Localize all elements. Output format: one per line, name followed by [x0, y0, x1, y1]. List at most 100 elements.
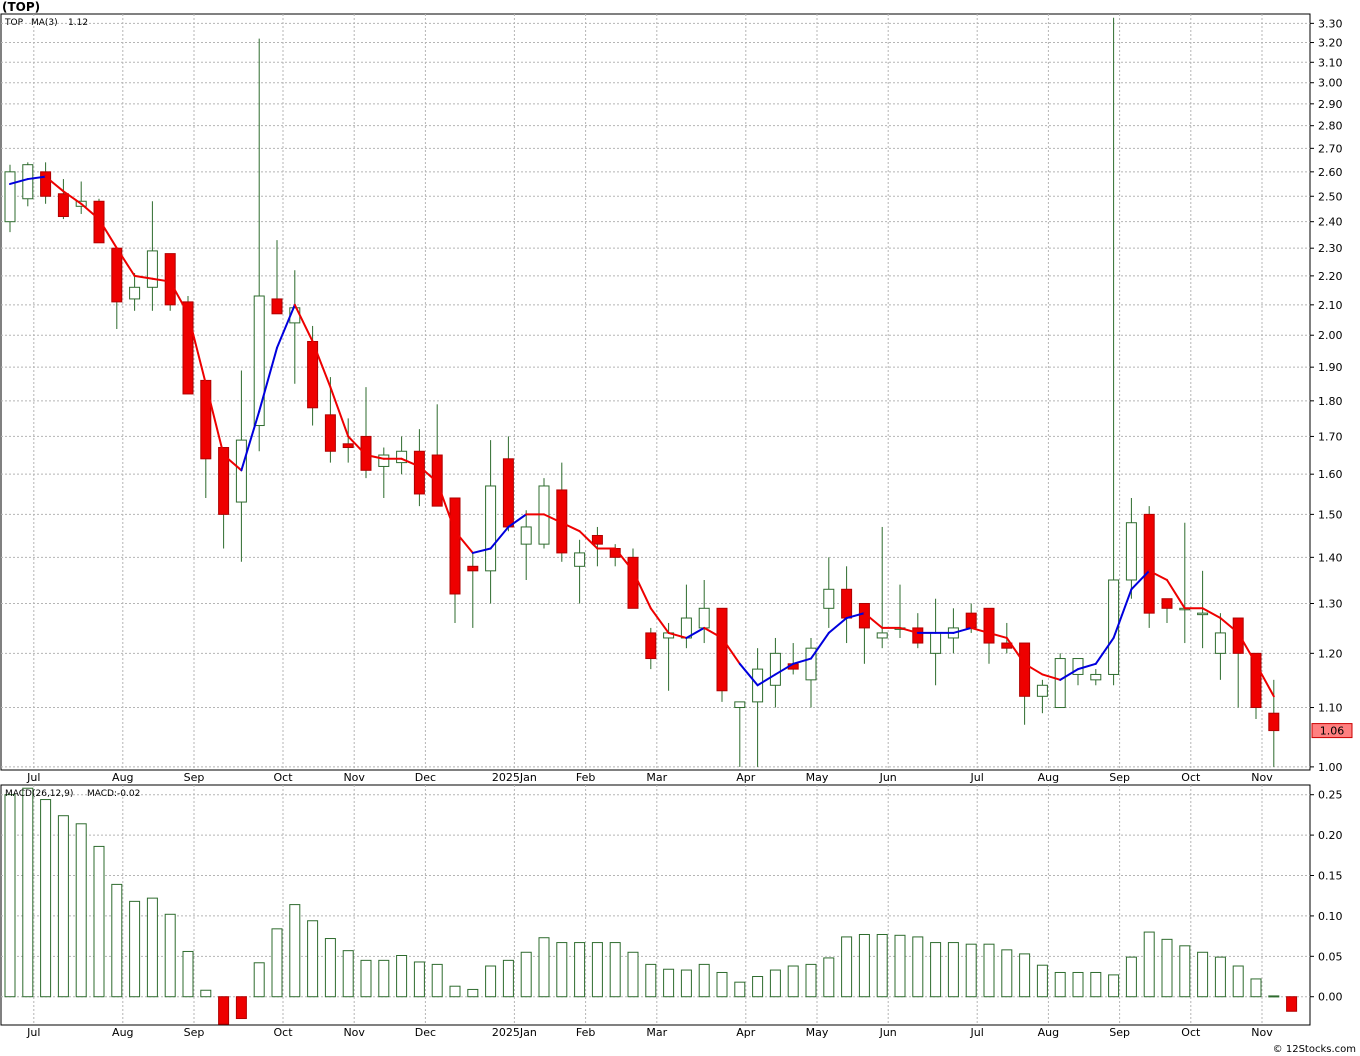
candle-body [182, 301, 194, 395]
candle [449, 497, 461, 623]
macd-bar [627, 951, 639, 998]
macd-bar [680, 969, 692, 998]
ma3-segment [311, 340, 332, 389]
macd-legend-item: MACD(26,12,9) [5, 789, 73, 799]
ma3-segment [703, 626, 723, 639]
ma3-segment [685, 626, 706, 639]
month-label: Nov [343, 771, 365, 784]
candle-body [164, 253, 176, 306]
macd-bar [1268, 995, 1280, 998]
ma3-segment [1201, 607, 1222, 620]
candle [645, 627, 657, 670]
macd-bar [520, 951, 532, 998]
candle-body [378, 454, 390, 467]
ma3-segment [827, 617, 848, 634]
ma3-segment [614, 547, 634, 572]
macd-tick-label: 0.15 [1318, 870, 1343, 883]
ma3-segment [80, 202, 100, 221]
ma3-segment [543, 513, 563, 524]
macd-tick-label: 0.20 [1318, 829, 1343, 842]
ma3-segment [293, 303, 314, 343]
macd-bar [431, 963, 443, 998]
price-tick-label: 2.50 [1318, 190, 1343, 203]
ma3-segment [738, 662, 759, 687]
candle [1161, 598, 1173, 623]
macd-bar [574, 942, 586, 998]
month-label: Oct [273, 771, 293, 784]
macd-bar [947, 942, 959, 998]
macd-bar [271, 928, 283, 998]
ma3-segment [204, 382, 225, 457]
price-tick-label: 1.30 [1318, 597, 1343, 610]
price-tick-label: 1.50 [1318, 508, 1343, 521]
ma3-segment [810, 631, 830, 660]
macd-bar [734, 981, 746, 998]
macd-bar [858, 933, 870, 998]
macd-bar [200, 989, 212, 998]
ma3-segment [133, 274, 154, 280]
price-tick-label: 2.60 [1318, 166, 1343, 179]
macd-bar [965, 943, 977, 998]
candle [574, 539, 586, 604]
macd-bar [1001, 949, 1013, 998]
candle [734, 701, 746, 767]
candle-body [360, 435, 372, 471]
candle-body [413, 450, 425, 495]
candle [1125, 497, 1137, 599]
candle [591, 526, 603, 567]
ma3-segment [169, 280, 189, 315]
macd-bar [360, 959, 372, 998]
macd-bar [342, 950, 354, 998]
month-label: Jul [970, 771, 984, 784]
candle-body [22, 164, 34, 200]
month-label: Jun [879, 1026, 897, 1039]
candle-body [396, 450, 408, 464]
ma3-segment [1130, 569, 1151, 591]
candle-body [983, 607, 995, 644]
price-tick-label: 2.40 [1318, 216, 1343, 229]
candle [324, 377, 336, 463]
macd-bar [1232, 965, 1244, 998]
macd-bar [485, 965, 497, 998]
ma3-segment [454, 530, 474, 554]
ma3-segment [899, 626, 919, 634]
price-tick-label: 1.00 [1318, 761, 1343, 774]
macd-bar [235, 996, 247, 1020]
candle-body [57, 193, 69, 218]
month-label: Dec [415, 1026, 436, 1039]
candle [467, 552, 479, 628]
ma3-segment [1112, 588, 1133, 639]
month-label: Jul [970, 1026, 984, 1039]
candle-body [1250, 652, 1262, 709]
macd-bar [752, 976, 764, 998]
macd-tick-label: 0.10 [1318, 910, 1343, 923]
macd-bar [146, 897, 158, 998]
candle [1143, 506, 1155, 628]
macd-bar [396, 955, 408, 998]
month-label: May [806, 771, 829, 784]
macd-bar [22, 787, 34, 998]
price-tick-label: 3.00 [1318, 77, 1343, 90]
macd-bar [378, 959, 390, 998]
candle [823, 557, 835, 628]
candle [22, 162, 34, 207]
price-tick-label: 1.70 [1318, 430, 1343, 443]
month-label: Oct [1181, 771, 1201, 784]
macd-bar [75, 823, 87, 998]
price-tick-label: 2.10 [1318, 299, 1343, 312]
macd-bar [182, 950, 194, 998]
price-tick-label: 1.60 [1318, 468, 1343, 481]
candle-body [645, 632, 657, 660]
ma3-segment [845, 612, 866, 620]
month-label: 2025Jan [492, 1026, 537, 1039]
macd-bar [218, 996, 230, 1025]
month-label: Jul [26, 1026, 40, 1039]
candle [146, 201, 158, 311]
candle-body [218, 447, 230, 515]
candle [1108, 17, 1120, 686]
month-label: Feb [576, 1026, 595, 1039]
price-tick-label: 1.90 [1318, 361, 1343, 374]
candle-body [4, 171, 16, 223]
ma3-segment [489, 525, 510, 550]
ma3-segment [560, 521, 581, 533]
